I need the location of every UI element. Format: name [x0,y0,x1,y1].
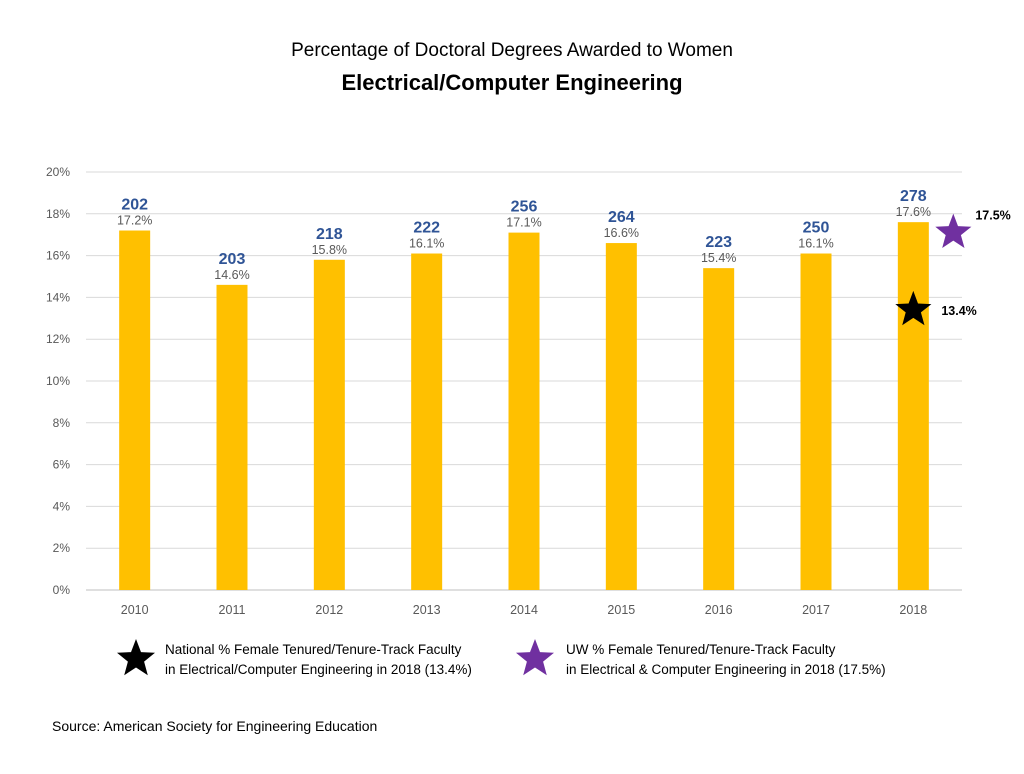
bar [313,259,345,590]
count-label: 202 [121,197,148,214]
legend-line: UW % Female Tenured/Tenure-Track Faculty [566,642,836,657]
y-tick-label: 14% [46,290,70,304]
chart-subtitle: Electrical/Computer Engineering [341,70,683,95]
y-tick-label: 18% [46,207,70,221]
bar [119,230,151,590]
count-label: 203 [219,251,246,268]
y-tick-label: 20% [46,165,70,179]
legend-item-uw: UW % Female Tenured/Tenure-Track Faculty… [514,636,954,684]
bar [897,222,929,590]
y-tick-label: 6% [53,458,71,472]
count-label: 222 [413,220,440,237]
legend-line: in Electrical/Computer Engineering in 20… [165,662,472,677]
marker-label: 13.4% [941,304,976,318]
y-tick-label: 0% [53,583,71,597]
x-tick-label: 2014 [510,603,538,617]
data-label: 17.2% [117,214,152,228]
x-tick-label: 2013 [413,603,441,617]
y-tick-label: 16% [46,249,70,263]
legend-item-national: National % Female Tenured/Tenure-Track F… [115,636,515,684]
chart-title: Percentage of Doctoral Degrees Awarded t… [291,40,733,61]
legend-line: in Electrical & Computer Engineering in … [566,662,886,677]
x-tick-label: 2017 [802,603,830,617]
x-tick-label: 2012 [315,603,343,617]
x-tick-label: 2015 [607,603,635,617]
y-tick-label: 4% [53,499,71,513]
bar [703,268,735,590]
count-label: 256 [511,199,538,216]
legend-label-uw: UW % Female Tenured/Tenure-Track Faculty… [566,640,886,680]
x-tick-label: 2018 [899,603,927,617]
y-tick-label: 2% [53,541,71,555]
data-label: 15.8% [312,243,347,257]
y-tick-label: 8% [53,416,71,430]
star-icon [516,639,554,676]
data-label: 14.6% [214,268,249,282]
data-label: 17.6% [896,205,931,219]
x-tick-label: 2011 [219,603,246,617]
count-label: 218 [316,226,343,243]
star-marker [895,290,932,326]
bar [411,253,443,590]
data-label: 16.1% [409,237,444,251]
count-label: 278 [900,188,927,205]
marker-label: 17.5% [975,209,1010,223]
data-label: 16.6% [604,226,639,240]
star-icon [117,639,155,676]
source-note: Source: American Society for Engineering… [52,718,378,734]
data-label: 15.4% [701,251,736,265]
bar [508,232,540,591]
legend-line: National % Female Tenured/Tenure-Track F… [165,642,462,657]
legend-label-national: National % Female Tenured/Tenure-Track F… [165,640,472,680]
star-marker [935,213,972,248]
count-label: 264 [608,209,635,226]
count-label: 250 [803,220,830,237]
bar [216,284,248,590]
count-label: 223 [705,234,732,251]
x-tick-label: 2010 [121,603,149,617]
data-label: 17.1% [506,216,541,230]
bar-chart: 0% 2% 4% 6% 8% 10% 12% 14% 16% 18% 20% 17.2%202 2010… [46,165,1011,617]
data-label: 16.1% [798,237,833,251]
bar [800,253,832,590]
y-tick-label: 10% [46,374,70,388]
x-tick-label: 2016 [705,603,733,617]
bar [605,243,637,590]
y-tick-label: 12% [46,332,70,346]
